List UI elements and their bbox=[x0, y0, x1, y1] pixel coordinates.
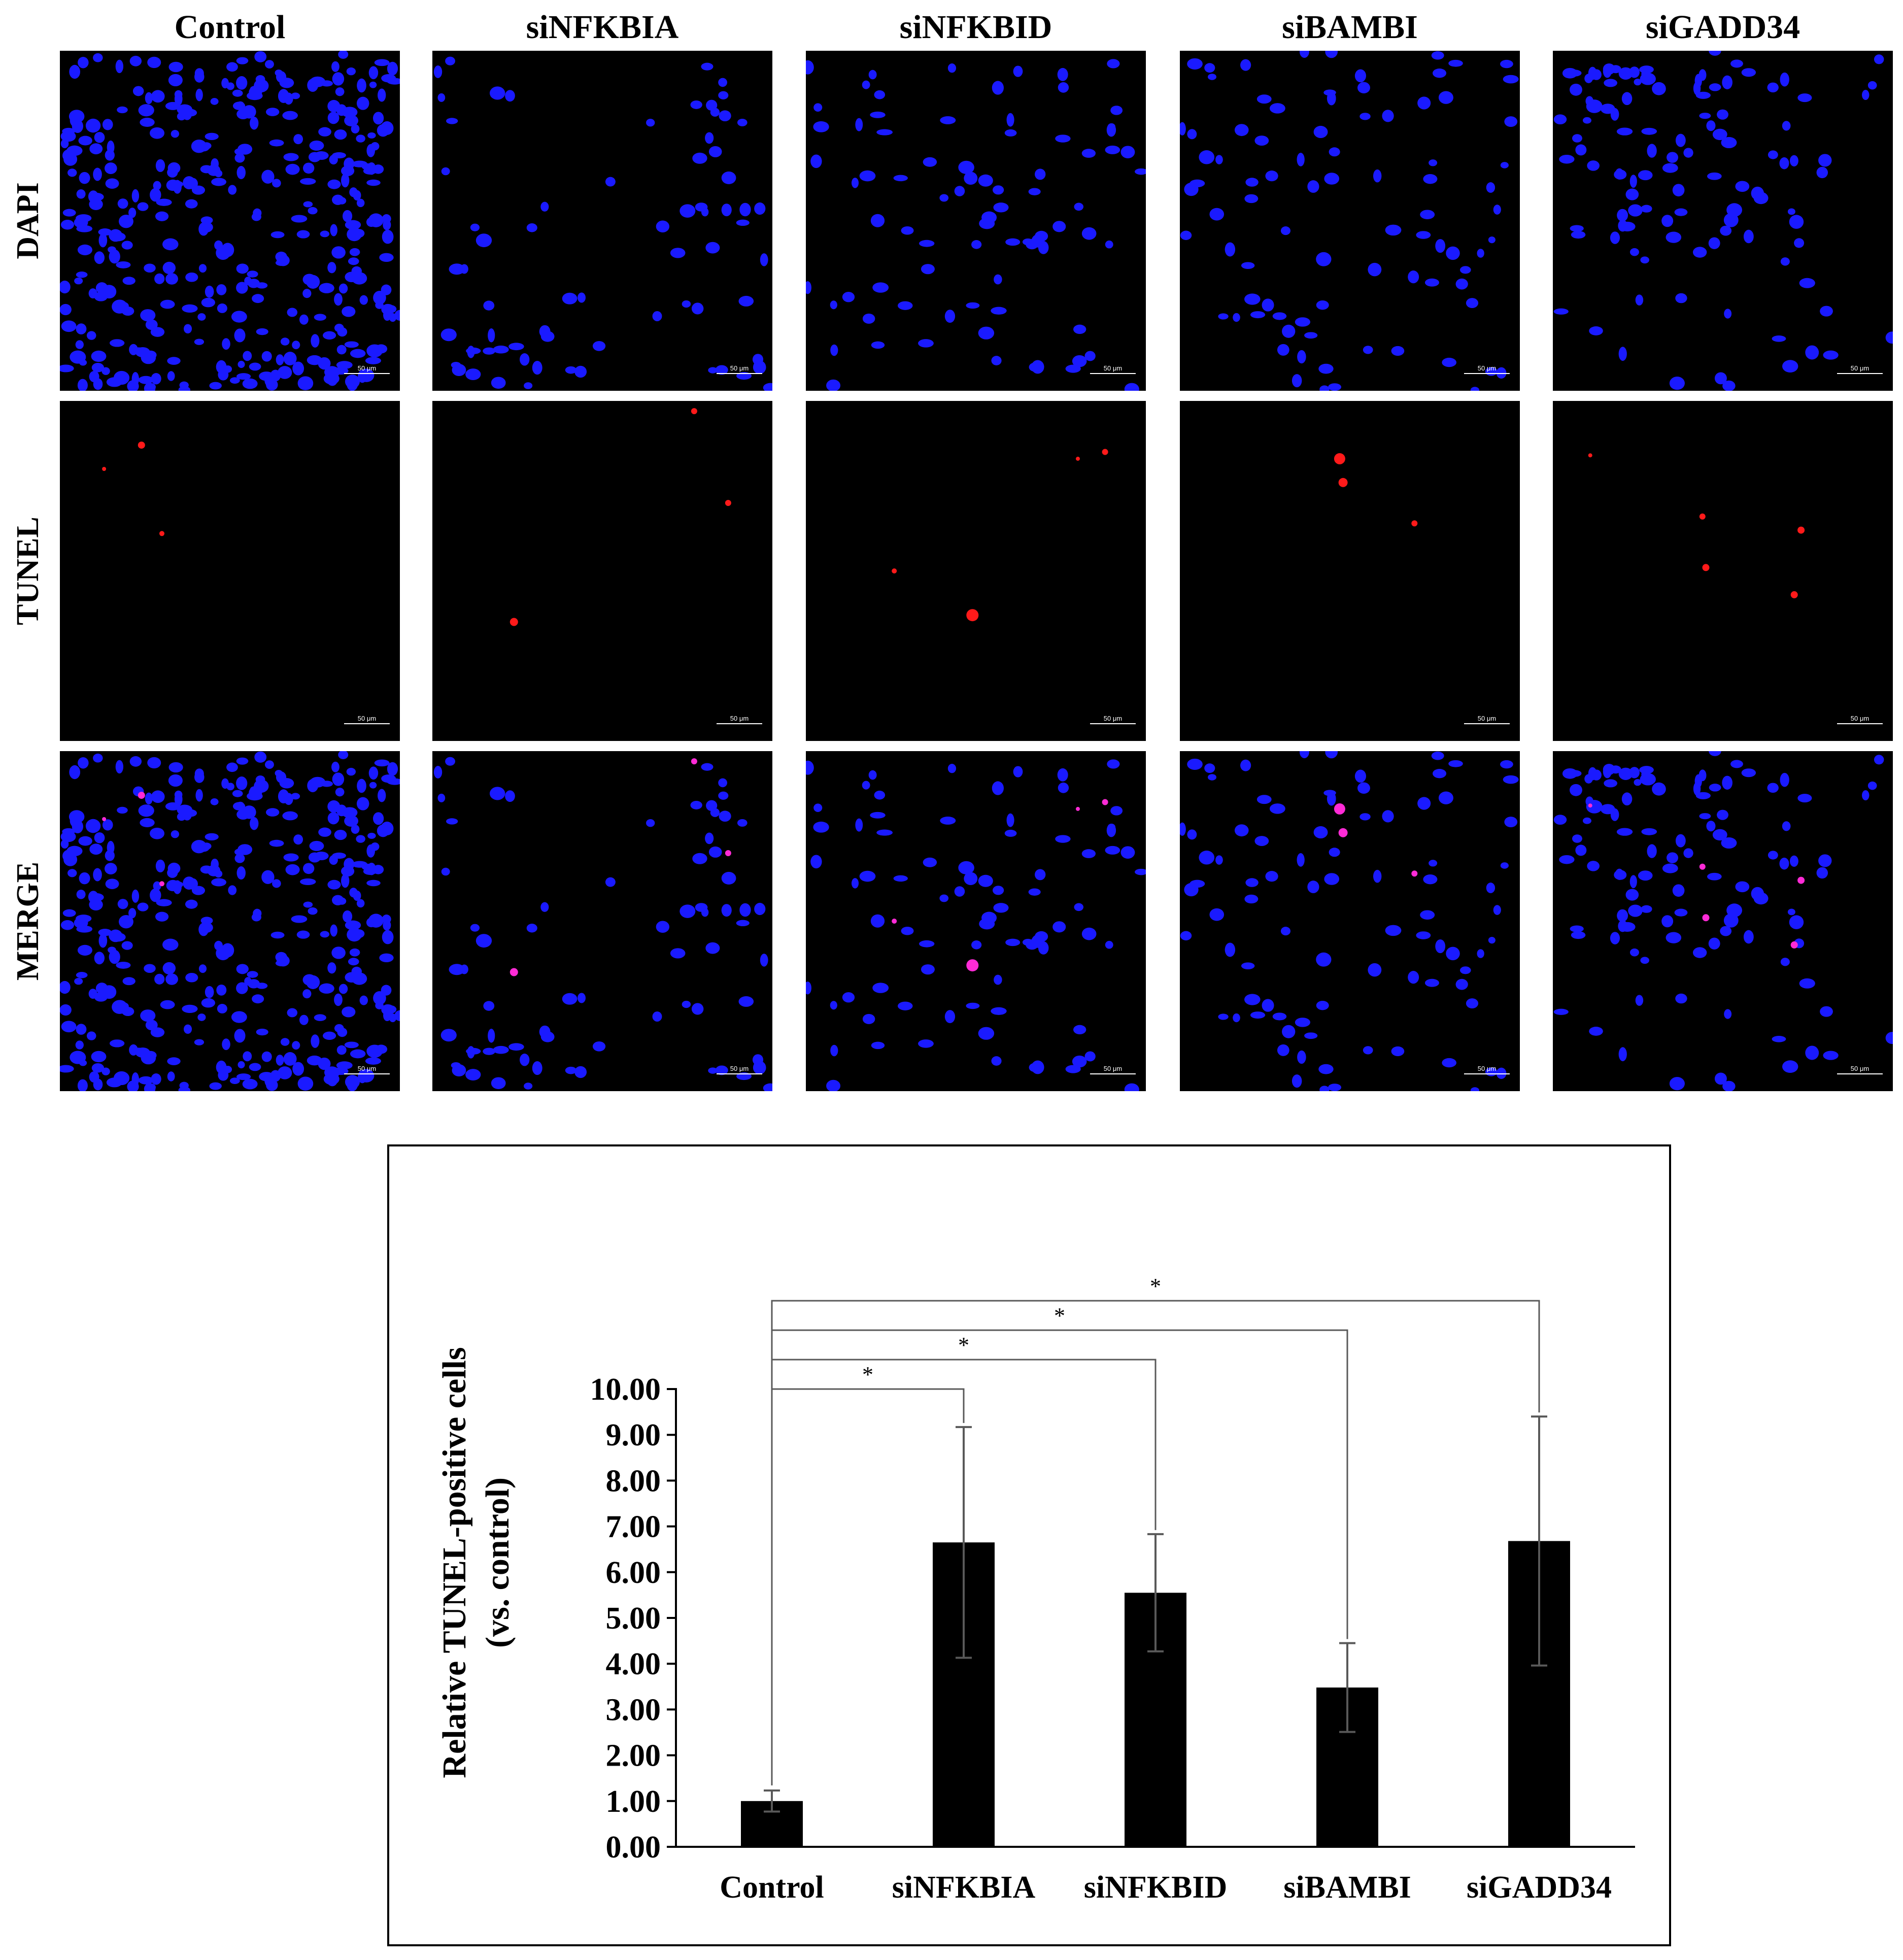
error-bar-sinfkbia bbox=[956, 1426, 972, 1659]
y-tick-label: 7.00 bbox=[606, 1510, 661, 1544]
y-axis-label-line2: (vs. control) bbox=[479, 1477, 516, 1648]
row-header-dapi: DAPI bbox=[11, 182, 45, 259]
panel-tunel-sibambi: 50 μm bbox=[1180, 401, 1520, 741]
significance-star: * bbox=[862, 1362, 873, 1387]
y-tick-label: 2.00 bbox=[606, 1739, 661, 1773]
panel-dapi-control: 50 μm bbox=[60, 51, 400, 391]
category-label-sibambi: siBAMBI bbox=[1283, 1870, 1411, 1905]
panel-merge-sinfkbia: 50 μm bbox=[432, 751, 772, 1091]
significance-bracket-sibambi: * bbox=[771, 1303, 1348, 1786]
scale-bar-label: 50 μm bbox=[730, 364, 749, 372]
error-bar-sigadd34 bbox=[1531, 1415, 1547, 1667]
panel-dapi-sinfkbia: 50 μm bbox=[432, 51, 772, 391]
scale-bar-label: 50 μm bbox=[730, 1065, 749, 1072]
significance-star: * bbox=[958, 1333, 969, 1358]
y-axis-label-line1: Relative TUNEL-positive cells bbox=[436, 1347, 473, 1778]
y-tick-label: 9.00 bbox=[606, 1418, 661, 1452]
panel-merge-control: 50 μm bbox=[60, 751, 400, 1091]
panel-dapi-sinfkbid: 50 μm bbox=[806, 51, 1146, 391]
panel-dapi-sigadd34: 50 μm bbox=[1553, 51, 1893, 391]
panel-dapi-sibambi: 50 μm bbox=[1180, 51, 1520, 391]
y-tick-label: 8.00 bbox=[606, 1464, 661, 1498]
scale-bar-label: 50 μm bbox=[358, 715, 376, 722]
category-label-sigadd34: siGADD34 bbox=[1467, 1870, 1612, 1905]
bar-chart-frame: Relative TUNEL-positive cells (vs. contr… bbox=[387, 1144, 1671, 1946]
scale-bar-label: 50 μm bbox=[1478, 364, 1496, 372]
error-bar-sinfkbid bbox=[1147, 1533, 1164, 1652]
panel-merge-sigadd34: 50 μm bbox=[1553, 751, 1893, 1091]
y-axis-label: Relative TUNEL-positive cells (vs. contr… bbox=[436, 1347, 516, 1778]
tunel-bar-chart: Relative TUNEL-positive cells (vs. contr… bbox=[436, 1274, 1635, 1905]
panel-merge-sinfkbid: 50 μm bbox=[806, 751, 1146, 1091]
error-bar-control bbox=[764, 1789, 780, 1813]
y-tick-label: 5.00 bbox=[606, 1601, 661, 1636]
chart-axes: 0.00 1.00 2.00 3.00 4.00 5.00 6.00 7.00 8.00 9.00… bbox=[590, 1372, 1635, 1865]
column-header-control: Control bbox=[174, 9, 286, 46]
y-tick-label: 3.00 bbox=[606, 1693, 661, 1727]
column-header-sibambi: siBAMBI bbox=[1282, 9, 1418, 46]
panel-merge-sibambi: 50 μm bbox=[1180, 751, 1520, 1091]
scale-bar-label: 50 μm bbox=[1851, 1065, 1869, 1072]
scale-bar-label: 50 μm bbox=[358, 364, 376, 372]
panel-tunel-sigadd34: 50 μm bbox=[1553, 401, 1893, 741]
row-header-merge: MERGE bbox=[11, 861, 45, 981]
chart-category-labels: Control siNFKBIA siNFKBID siBAMBI siGADD34 bbox=[720, 1870, 1612, 1905]
panel-tunel-sinfkbid: 50 μm bbox=[806, 401, 1146, 741]
scale-bar-label: 50 μm bbox=[358, 1065, 376, 1072]
scale-bar-label: 50 μm bbox=[1478, 1065, 1496, 1072]
scale-bar-label: 50 μm bbox=[1104, 364, 1122, 372]
scale-bar-label: 50 μm bbox=[730, 715, 749, 722]
scale-bar-label: 50 μm bbox=[1104, 1065, 1122, 1072]
y-tick-label: 10.00 bbox=[590, 1372, 661, 1407]
scale-bar-label: 50 μm bbox=[1104, 715, 1122, 722]
significance-brackets: * * * * bbox=[771, 1274, 1540, 1786]
significance-bracket-sigadd34: * bbox=[771, 1274, 1540, 1786]
column-header-sinfkbid: siNFKBID bbox=[899, 9, 1052, 46]
y-tick-label: 0.00 bbox=[606, 1830, 661, 1865]
significance-star: * bbox=[1150, 1274, 1161, 1299]
y-tick-label: 4.00 bbox=[606, 1647, 661, 1681]
row-header-tunel: TUNEL bbox=[11, 517, 45, 625]
error-bar-sibambi bbox=[1339, 1642, 1355, 1733]
panel-tunel-sinfkbia: 50 μm bbox=[432, 401, 772, 741]
category-label-sinfkbid: siNFKBID bbox=[1084, 1870, 1227, 1905]
panel-tunel-control: 50 μm bbox=[60, 401, 400, 741]
category-label-control: Control bbox=[720, 1870, 824, 1905]
column-header-sigadd34: siGADD34 bbox=[1645, 9, 1800, 46]
scale-bar-label: 50 μm bbox=[1478, 715, 1496, 722]
y-tick-label: 6.00 bbox=[606, 1556, 661, 1590]
scale-bar-label: 50 μm bbox=[1851, 364, 1869, 372]
scale-bar-label: 50 μm bbox=[1851, 715, 1869, 722]
column-header-sinfkbia: siNFKBIA bbox=[526, 9, 679, 46]
y-tick-label: 1.00 bbox=[606, 1784, 661, 1819]
chart-bars bbox=[741, 1415, 1570, 1847]
category-label-sinfkbia: siNFKBIA bbox=[892, 1870, 1036, 1905]
significance-star: * bbox=[1054, 1303, 1065, 1328]
